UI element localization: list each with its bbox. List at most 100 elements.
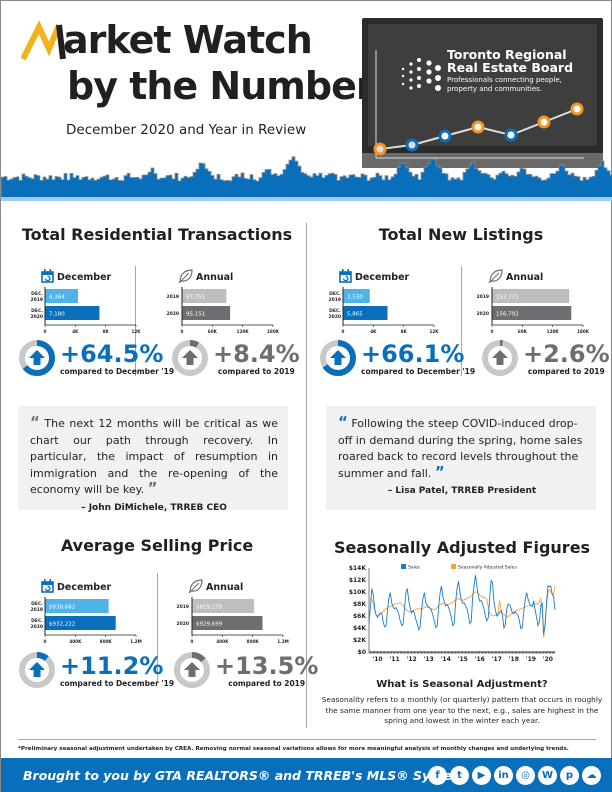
m-chart-logo-icon [21, 21, 66, 61]
trreb-org-name: Toronto Regional Real Estate Board [447, 48, 573, 74]
chart-header: Annual [188, 578, 306, 596]
change-comparison: compared to 2019 [527, 366, 605, 376]
x-tick-label: '13 [424, 656, 434, 663]
change-percent: +8.4% [213, 339, 300, 368]
bar [45, 599, 109, 613]
bar-category-label: DEC. [31, 601, 43, 607]
listings-annual-chart: Annual 152,771 2019 156,792 2020 0 60K 120K 180K [476, 268, 606, 347]
facebook-icon[interactable]: f [428, 766, 447, 785]
arrow-up-icon [29, 662, 45, 677]
axis-tick-label: 120K [547, 329, 560, 334]
chart-label: December [57, 271, 112, 283]
close-quote-icon: ” [434, 462, 445, 481]
footer-credit: Brought to you by GTA REALTORS® and TRRE… [23, 768, 466, 783]
org-name-line1: Toronto Regional [447, 47, 567, 62]
series-line-sales [368, 575, 556, 635]
legend-swatch [401, 564, 406, 569]
donut-fill [19, 340, 55, 376]
chart-header: December [41, 578, 159, 595]
price-annual-chart: Annual $819,279 2019 $929,699 2020 0 400K 800K 1… [176, 578, 306, 657]
x-tick-label: '19 [526, 656, 536, 663]
open-quote-icon: “ [338, 413, 348, 431]
quote-ceo-text: The next 12 months will be critical as w… [30, 417, 278, 496]
chart-header: December [41, 268, 159, 286]
price-annual-change: +13.5% compared to 2019 [173, 651, 318, 689]
youtube-icon[interactable]: ▶ [472, 766, 491, 785]
bar-value-label: 156,792 [496, 312, 519, 318]
x-tick-label: '14 [441, 656, 451, 663]
twitter-icon[interactable]: t [450, 766, 469, 785]
quote-ceo: “ The next 12 months will be critical as… [18, 406, 288, 513]
seasonal-line-chart: $0 $2K $4K $6K $8K $10K $12K $14K '10 '11 '12 '13 '1… [349, 564, 556, 663]
donut-fill [482, 340, 518, 376]
bar-category-label: 2019 [166, 294, 179, 300]
axis-tick-label: 60K [518, 329, 528, 334]
monitor-line-chart-graphic [373, 50, 584, 159]
axis-tick-label: 0 [44, 639, 47, 644]
arrow-up-icon [182, 350, 198, 365]
bar-category-label: 2020 [166, 311, 179, 317]
seasonal-question: What is Seasonal Adjustment? [376, 679, 548, 690]
bar-category-label: DEC. [31, 308, 43, 314]
axis-tick-label: 800K [247, 639, 260, 644]
skyline-graphic [1, 156, 612, 201]
bar [182, 306, 231, 320]
legend-label: Sales [408, 565, 421, 571]
bar-category-label: DEC. [329, 291, 341, 297]
transactions-annual-change: +8.4% compared to 2019 [171, 339, 300, 377]
axis-tick-label: 8K [401, 329, 408, 334]
y-tick-label: $12K [349, 577, 367, 584]
x-tick-label: '10 [372, 656, 382, 663]
y-tick-label: $0 [358, 649, 366, 656]
bar-category-label: 2020 [476, 311, 489, 317]
x-tick-label: '12 [407, 656, 417, 663]
axis-tick-label: 400K [69, 639, 82, 644]
change-percent: +66.1% [361, 339, 465, 368]
axis-tick-label: 8K [103, 329, 110, 334]
axis-tick-label: 12K [429, 329, 439, 334]
cloud-icon[interactable]: ☁ [582, 766, 601, 785]
page-title-text: arket Watch [63, 18, 313, 62]
instagram-icon[interactable]: ◎ [516, 766, 535, 785]
y-tick-label: $4K [353, 625, 366, 632]
linkedin-icon[interactable]: in [494, 766, 513, 785]
x-tick-label: '16 [475, 656, 485, 663]
bar [492, 306, 572, 320]
axis-tick-label: 0 [191, 639, 194, 644]
quote-president-text: Following the steep COVID-induced drop-o… [338, 417, 583, 480]
bar-value-label: $932,222 [49, 622, 75, 628]
quote-ceo-author: – John DiMichele, TRREB CEO [81, 502, 227, 513]
arrow-up-icon [330, 350, 346, 365]
sub-divider [157, 573, 158, 683]
change-comparison: compared to 2019 [217, 366, 295, 376]
quote-president: “ Following the steep COVID-induced drop… [326, 406, 596, 510]
bar-chart-svg: $819,279 2019 $929,699 2020 0 400K 800K 1.2M [176, 597, 289, 644]
monitor-base [362, 153, 603, 168]
bar-value-label: 152,771 [496, 295, 519, 301]
change-comparison: compared to December '19 [361, 366, 476, 376]
pinterest-icon[interactable]: p [560, 766, 579, 785]
page-title-line1: arket Watch [23, 18, 313, 62]
org-name-line2: Real Estate Board [447, 60, 574, 75]
bar [343, 306, 388, 320]
bar-value-label: $929,699 [196, 622, 223, 628]
bar-category-label: 2020 [30, 624, 43, 630]
change-donut [19, 652, 55, 688]
bar [192, 599, 255, 613]
calendar-icon [41, 268, 54, 286]
arrow-up-icon [29, 350, 45, 365]
change-percent: +11.2% [60, 651, 164, 680]
leaf-icon [188, 578, 203, 596]
bar-value-label: $819,279 [196, 605, 223, 611]
change-text: +11.2% compared to December '19 [60, 653, 174, 688]
x-tick-label: '20 [543, 656, 553, 663]
tagline-line2: property and communities. [447, 84, 543, 93]
open-quote-icon: “ [30, 413, 40, 431]
bar-category-label: DEC. [31, 618, 43, 624]
wordpress-icon[interactable]: W [538, 766, 557, 785]
listings-annual-change: +2.6% compared to 2019 [481, 339, 610, 377]
close-quote-icon: ” [147, 479, 158, 497]
quote-president-author: – Lisa Patel, TRREB President [387, 486, 537, 496]
change-comparison: compared to December '19 [60, 366, 175, 376]
